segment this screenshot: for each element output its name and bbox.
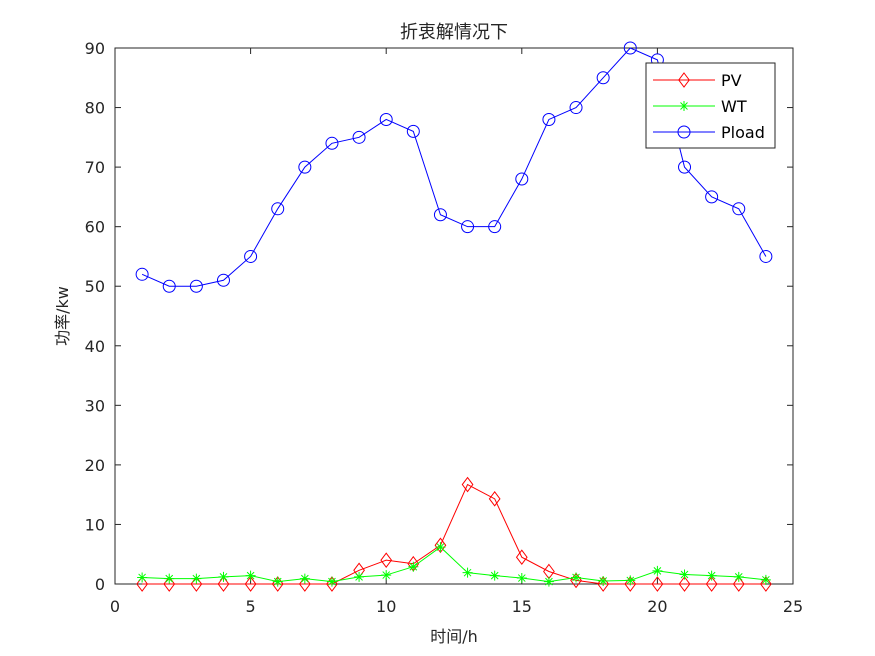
series-line [142,483,766,585]
data-point [597,576,610,592]
data-point [596,71,610,85]
data-point [652,565,663,576]
data-point [760,574,771,585]
x-tick-label: 20 [647,597,667,616]
data-point [381,570,392,581]
data-point [434,537,447,554]
legend: PV WT Pload [645,62,776,149]
data-point [542,112,556,126]
y-tick-label: 40 [85,337,105,356]
data-point [435,542,446,553]
data-point [352,130,366,144]
series-layer [135,41,773,592]
data-point [679,569,690,580]
data-point [651,576,664,592]
series-pload [135,41,773,293]
data-point [461,220,475,234]
y-tick-label: 30 [85,396,105,415]
data-point [164,573,175,584]
data-point [759,249,773,263]
data-point [244,249,258,263]
x-axis-label: 时间/h [430,627,478,646]
data-point [325,136,339,150]
y-tick-label: 80 [85,99,105,118]
data-point [760,576,772,592]
y-tick-label: 70 [85,158,105,177]
data-point [380,552,393,569]
y-tick-label: 20 [85,456,105,475]
data-point [705,576,718,592]
data-point [488,491,501,507]
legend-marker [679,101,689,111]
data-point [433,208,447,222]
data-point [515,549,528,566]
data-point [733,571,744,582]
chart-title: 折衷解情况下 [400,22,508,43]
data-point [625,575,636,586]
data-point [678,160,692,174]
data-point [245,570,256,581]
data-point [408,561,419,572]
data-point [379,112,393,126]
data-point [543,576,554,587]
data-point [461,476,474,493]
data-point [706,570,717,581]
data-point [218,571,229,582]
data-point [732,202,746,216]
y-tick-label: 90 [85,39,105,58]
data-point [354,571,365,582]
y-tick-label: 60 [85,218,105,237]
x-tick-label: 10 [376,597,396,616]
legend-label: PV [721,71,742,90]
data-point [488,220,502,234]
data-point [299,573,310,584]
data-point [216,273,230,287]
data-point [678,576,691,592]
legend-label: WT [721,97,747,116]
data-point [162,279,176,293]
legend-label: Pload [721,123,765,142]
x-tick-label: 0 [110,597,120,616]
y-tick-label: 10 [85,515,105,534]
data-point [191,573,202,584]
data-point [272,576,283,587]
data-point [271,202,285,216]
data-point [406,124,420,138]
x-tick-label: 15 [512,597,532,616]
y-tick-label: 50 [85,277,105,296]
data-point [489,570,500,581]
data-point [515,172,529,186]
data-point [462,567,473,578]
data-point [137,572,148,583]
data-point [189,279,203,293]
data-point [571,572,582,583]
data-point [569,101,583,115]
y-axis-label: 功率/kw [53,286,72,346]
legend-marker [678,72,690,88]
data-point [732,576,745,592]
x-tick-label: 5 [246,597,256,616]
data-point [598,576,609,587]
data-point [623,41,637,55]
axis-ticks: 0 5 10 15 20 25 0 10 20 30 40 50 60 70 80 90 [85,39,804,616]
data-point [217,576,230,592]
data-point [136,576,148,592]
data-point [244,576,257,592]
series-wt [137,542,771,587]
x-tick-label: 25 [783,597,803,616]
legend-marker [677,125,691,139]
data-point [135,267,149,281]
data-point [298,160,312,174]
y-tick-label: 0 [95,575,105,594]
data-point [326,576,337,587]
data-point [705,190,719,204]
data-point [516,573,527,584]
data-point [624,576,637,592]
